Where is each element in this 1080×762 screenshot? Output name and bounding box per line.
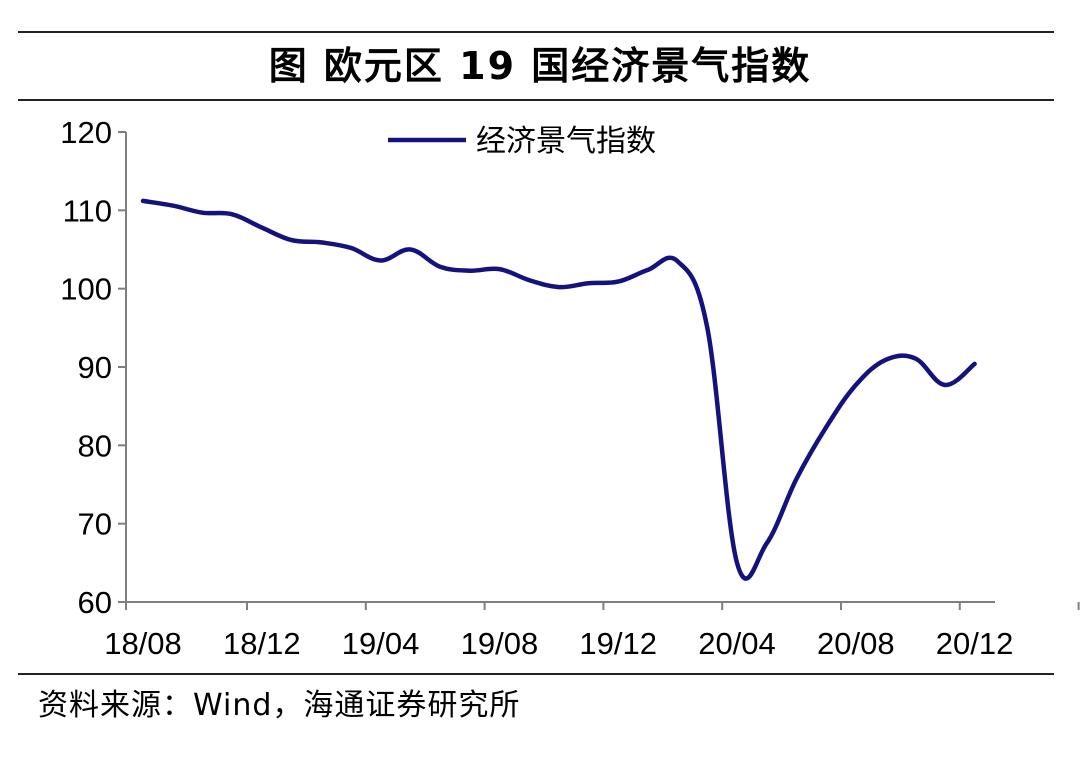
chart-title: 图 欧元区 19 国经济景气指数 [268,44,812,88]
y-tick-label: 70 [78,507,112,542]
series-line [140,198,977,581]
x-tick-label: 18/12 [223,626,301,661]
y-axis: 60 70 80 90 100 110 120 [60,115,127,620]
x-tick-label: 19/12 [579,626,657,661]
x-tick-label: 19/08 [461,626,539,661]
footer-rule [18,673,1054,675]
legend: 经济景气指数 [388,124,656,159]
x-tick-label: 20/12 [936,626,1014,661]
source-note: 资料来源：Wind，海通证券研究所 [38,688,521,723]
y-tick-label: 60 [78,585,112,620]
x-tick-label: 18/08 [104,626,182,661]
y-tick-label: 100 [60,272,112,307]
x-tick-label: 20/04 [698,626,776,661]
x-tick-label: 19/04 [342,626,420,661]
y-tick-label: 120 [60,115,112,150]
legend-label: 经济景气指数 [476,124,656,159]
y-tick-label: 110 [63,193,112,228]
title-rule [18,99,1054,101]
x-tick-label: 20/08 [817,626,895,661]
line-chart: 60 70 80 90 100 110 120 18/08 18/12 19/04 19/08 19… [60,115,1080,661]
y-tick-label: 90 [78,350,112,385]
series-layer [140,198,977,581]
x-axis: 18/08 18/12 19/04 19/08 19/12 20/04 20/08 20/12 [104,601,1080,661]
y-tick-label: 80 [78,428,112,463]
top-rule [18,31,1054,33]
